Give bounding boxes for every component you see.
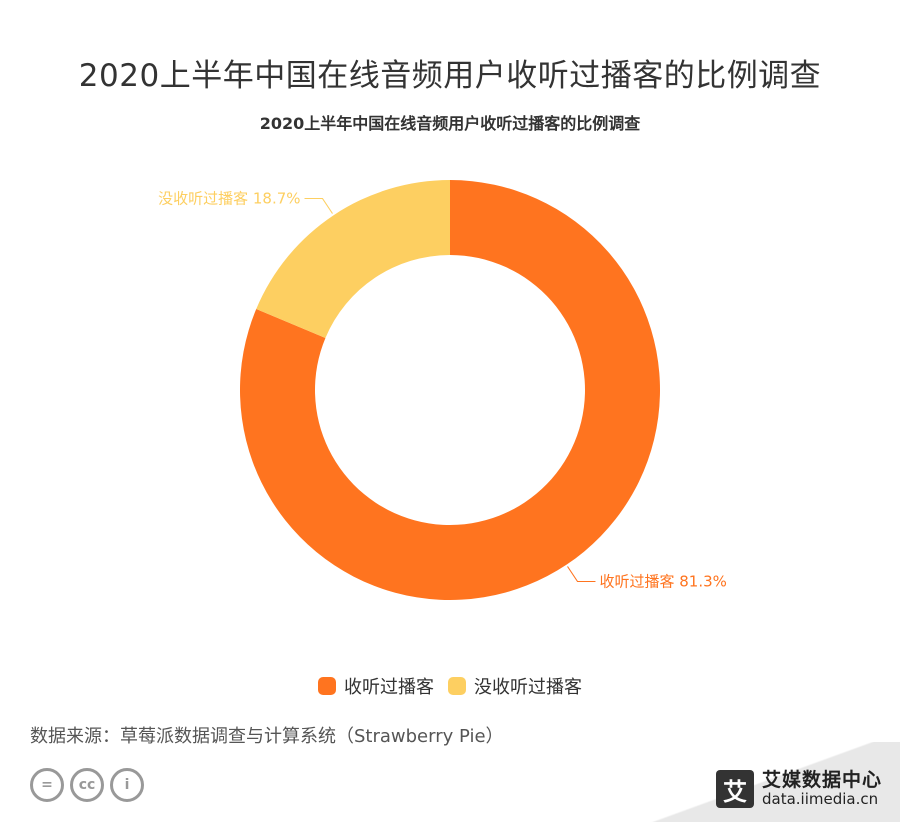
data-label-listened-leader bbox=[567, 566, 596, 582]
legend-item-listened[interactable]: 收听过播客 bbox=[318, 673, 434, 699]
brand-logo: 艾 bbox=[715, 770, 754, 808]
data-label-listened: 收听过播客 81.3% bbox=[599, 572, 726, 590]
legend-item-not-listened[interactable]: 没收听过播客 bbox=[448, 673, 582, 699]
license-icons: = cc i bbox=[30, 768, 144, 802]
legend-swatch-listened bbox=[318, 677, 336, 695]
legend: 收听过播客 没收听过播客 bbox=[0, 673, 900, 699]
source-note: 数据来源：草莓派数据调查与计算系统（Strawberry Pie） bbox=[30, 726, 504, 747]
brand-url: data.iimedia.cn bbox=[761, 790, 879, 809]
page-title: 2020上半年中国在线音频用户收听过播客的比例调查 bbox=[78, 58, 822, 94]
brand-band bbox=[640, 742, 900, 822]
legend-label-not-listened: 没收听过播客 bbox=[474, 677, 582, 698]
data-label-not-listened: 没收听过播客 18.7% bbox=[158, 190, 300, 208]
slice-listened[interactable] bbox=[239, 180, 660, 601]
brand-mark: 艾 艾媒数据中心 data.iimedia.cn bbox=[715, 769, 882, 809]
cc-icon: cc bbox=[70, 768, 104, 802]
brand-name: 艾媒数据中心 bbox=[761, 769, 882, 792]
slice-not-listened[interactable] bbox=[256, 180, 450, 338]
equal-icon: = bbox=[30, 768, 64, 802]
data-label-not-listened-leader bbox=[304, 198, 333, 214]
legend-swatch-not-listened bbox=[448, 677, 466, 695]
legend-label-listened: 收听过播客 bbox=[344, 677, 434, 698]
chart-title: 2020上半年中国在线音频用户收听过播客的比例调查 bbox=[259, 114, 641, 133]
person-icon: i bbox=[110, 768, 144, 802]
